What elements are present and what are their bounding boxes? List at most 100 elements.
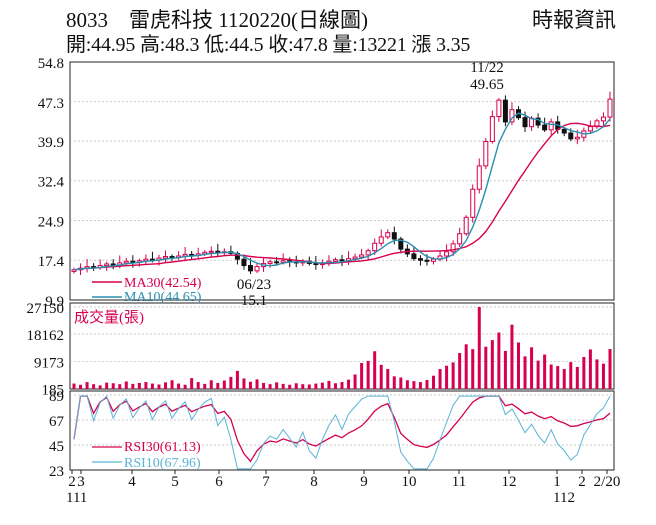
volume-bar — [484, 346, 488, 389]
volume-bar — [131, 383, 135, 389]
x-year-label: 112 — [553, 490, 575, 506]
volume-bar — [392, 376, 396, 389]
chart-grid — [70, 101, 614, 446]
volume-bar — [438, 369, 442, 389]
volume-bar — [164, 382, 168, 389]
candle-body — [548, 121, 554, 131]
candle-body — [110, 263, 116, 266]
volume-bar — [562, 369, 566, 389]
x-tick-label: 10 — [402, 474, 417, 490]
candle-body — [391, 232, 397, 240]
volume-bar — [144, 382, 148, 389]
volume-bar — [216, 382, 220, 389]
volume-bar — [445, 365, 449, 389]
rsi-tick-label: 45 — [49, 439, 64, 455]
volume-bar — [360, 363, 364, 389]
volume-bar — [327, 380, 331, 389]
volume-bar — [242, 378, 246, 389]
volume-bar — [222, 380, 226, 389]
price-tick-label: 54.8 — [38, 56, 64, 72]
volume-bar — [105, 382, 109, 389]
volume-bar — [85, 382, 89, 389]
x-tick-label: 9 — [360, 474, 368, 490]
volume-bar — [347, 379, 351, 389]
annotation-high-date: 11/22 — [470, 60, 504, 76]
candle-body — [169, 256, 175, 259]
candle-body — [417, 258, 423, 261]
volume-bar — [209, 380, 213, 389]
volume-bar — [471, 349, 475, 389]
candle-body — [470, 188, 476, 218]
volume-bar — [111, 383, 115, 389]
candle-body — [431, 258, 437, 262]
ohlc-stats: 開:44.95 高:48.3 低:44.5 收:47.8 量:13221 漲 3… — [66, 34, 471, 56]
price-tick-label: 17.4 — [38, 254, 65, 270]
candle-body — [600, 116, 606, 122]
volume-bar — [248, 381, 252, 389]
volume-bar — [92, 384, 96, 389]
volume-bar — [255, 379, 259, 389]
candle-body — [463, 216, 469, 235]
volume-bar — [288, 384, 292, 389]
volume-bar — [320, 382, 324, 389]
rsi10-legend-label: RSI10(67.96) — [124, 456, 201, 471]
x-tick-label: 12 — [502, 474, 517, 490]
volume-bar — [490, 340, 494, 389]
volume-bar — [314, 383, 318, 389]
x-tick-label: 1 — [553, 474, 561, 490]
volume-bar — [418, 382, 422, 389]
volume-bar — [150, 383, 154, 389]
x-year-label: 111 — [66, 490, 87, 506]
candle-body — [568, 132, 574, 140]
price-tick-label: 39.9 — [38, 135, 64, 151]
volume-bar — [588, 349, 592, 389]
candle-body — [208, 250, 214, 253]
volume-bar — [425, 379, 429, 389]
volume-bar — [458, 353, 462, 389]
candle-body — [247, 265, 253, 272]
volume-bar — [536, 360, 540, 389]
candle-body — [483, 141, 489, 167]
x-tick-label: 4 — [128, 474, 136, 490]
candle-body — [104, 263, 110, 267]
candle-body — [352, 256, 358, 260]
volume-bar — [340, 382, 344, 389]
volume-bar — [575, 366, 579, 389]
rsi-tick-label: 89 — [49, 389, 64, 405]
x-tick-label: 5 — [171, 474, 179, 490]
volume-bar — [262, 382, 266, 389]
volume-bar — [333, 383, 337, 389]
annotation-low-value: 15.1 — [241, 293, 267, 309]
price-tick-label: 47.3 — [38, 96, 64, 112]
x-tick-label: 2/20 — [594, 474, 621, 490]
ma30-line — [73, 122, 611, 271]
volume-bar — [190, 378, 194, 389]
volume-bar — [373, 351, 377, 389]
volume-bar — [569, 362, 573, 389]
candle-body — [450, 243, 456, 253]
x-tick-label: 3 — [77, 474, 85, 490]
annotation-low-date: 06/23 — [237, 277, 271, 293]
candle-body — [424, 259, 430, 262]
volume-bar — [386, 369, 390, 389]
volume-bar — [229, 376, 233, 389]
volume-bar — [582, 356, 586, 389]
volume-bar — [268, 384, 272, 389]
volume-bar — [301, 384, 305, 389]
candle-body — [535, 117, 541, 126]
x-tick-label: 2 — [68, 474, 76, 490]
volume-bar — [72, 383, 76, 389]
ma10-line — [73, 112, 611, 271]
volume-bar — [183, 384, 187, 389]
candle-body — [339, 259, 345, 262]
candle-body — [457, 233, 463, 245]
candle-body — [561, 128, 567, 134]
candle-body — [274, 261, 280, 264]
rsi-tick-label: 67 — [49, 414, 65, 430]
volume-bar — [79, 384, 83, 389]
candle-body — [542, 124, 548, 131]
ma30-legend-label: MA30(42.54) — [124, 276, 202, 291]
